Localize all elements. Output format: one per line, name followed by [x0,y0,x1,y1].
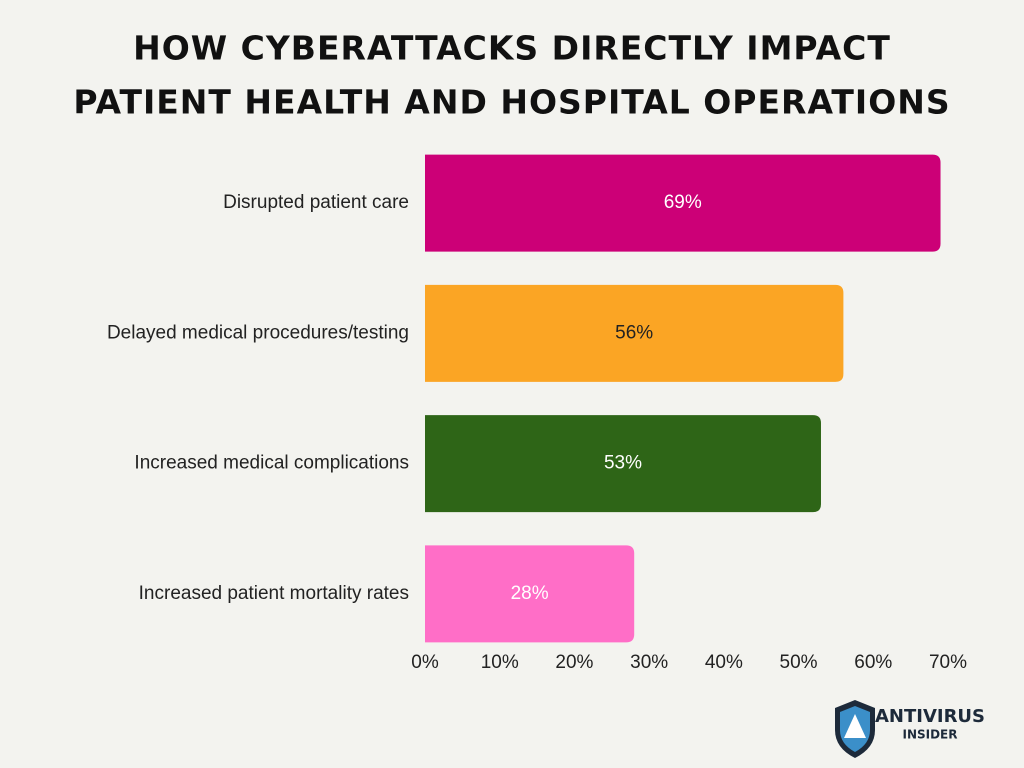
chart-title: PATIENT HEALTH AND HOSPITAL OPERATIONS [73,83,950,122]
chart-title: HOW CYBERATTACKS DIRECTLY IMPACT [133,29,891,68]
x-tick-label: 70% [929,652,967,673]
value-label: 28% [511,583,549,604]
value-label: 56% [615,322,653,343]
x-tick-label: 60% [854,652,892,673]
bar [425,415,821,513]
x-tick-label: 10% [481,652,519,673]
x-tick-label: 50% [780,652,818,673]
x-tick-label: 20% [555,652,593,673]
bar [425,545,635,643]
bar [425,284,844,382]
bar [425,154,941,252]
value-label: 53% [604,453,642,474]
y-tick-label: Increased patient mortality rates [139,583,409,604]
y-tick-label: Delayed medical procedures/testing [107,322,409,343]
logo-name: ANTIVIRUS [875,706,985,727]
x-tick-label: 0% [411,652,439,673]
x-tick-label: 30% [630,652,668,673]
y-tick-label: Increased medical complications [134,453,409,474]
logo-mark [844,714,866,738]
x-tick-label: 40% [705,652,743,673]
logo: ANTIVIRUS INSIDER [835,700,985,758]
logo-tagline: INSIDER [902,728,957,742]
y-tick-label: Disrupted patient care [223,192,409,213]
value-label: 69% [664,192,702,213]
